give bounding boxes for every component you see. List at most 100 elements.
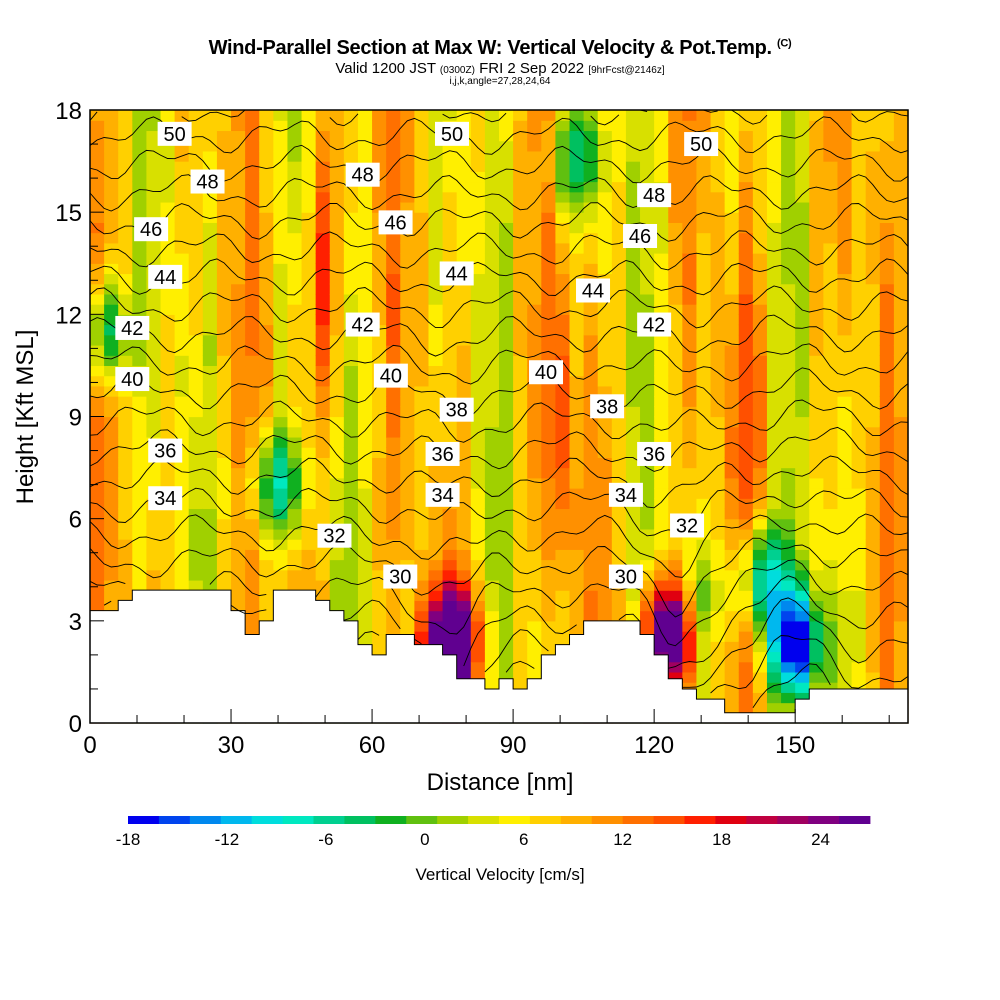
- heatmap-cell: [259, 314, 274, 326]
- heatmap-cell: [795, 488, 810, 499]
- heatmap-cell: [428, 365, 444, 377]
- heatmap-cell: [414, 201, 430, 213]
- heatmap-cell: [470, 375, 486, 387]
- heatmap-cell: [724, 620, 740, 632]
- x-axis-label: Distance [nm]: [427, 769, 574, 796]
- heatmap-cell: [555, 283, 571, 295]
- heatmap-cell: [654, 120, 669, 132]
- heatmap-cell: [640, 140, 655, 152]
- heatmap-cell: [104, 436, 119, 448]
- heatmap-cell: [104, 559, 119, 571]
- heatmap-cell: [865, 549, 881, 561]
- heatmap-cell: [583, 600, 599, 612]
- heatmap-cell: [386, 498, 401, 510]
- heatmap-cell: [216, 426, 232, 438]
- heatmap-cell: [555, 201, 571, 213]
- heatmap-cell: [386, 488, 401, 499]
- heatmap-cell: [583, 590, 599, 601]
- heatmap-cell: [781, 201, 796, 213]
- heatmap-cell: [809, 191, 824, 203]
- heatmap-cell: [781, 549, 796, 561]
- heatmap-cell: [90, 528, 105, 540]
- heatmap-cell: [513, 600, 528, 612]
- heatmap-cell: [484, 365, 500, 377]
- heatmap-cell: [738, 396, 754, 407]
- heatmap-cell: [287, 457, 303, 469]
- heatmap-cell: [865, 671, 881, 683]
- heatmap-cell: [766, 324, 782, 336]
- heatmap-cell: [668, 651, 683, 663]
- heatmap-cell: [738, 416, 754, 428]
- heatmap-cell: [343, 447, 359, 458]
- heatmap-cell: [823, 671, 839, 683]
- heatmap-cell: [160, 334, 176, 346]
- heatmap-cell: [541, 508, 557, 520]
- heatmap-cell: [357, 477, 373, 489]
- heatmap-cell: [386, 539, 401, 550]
- heatmap-cell: [851, 579, 867, 591]
- heatmap-cell: [357, 334, 373, 346]
- heatmap-cell: [555, 396, 571, 407]
- heatmap-cell: [513, 120, 528, 132]
- heatmap-cell: [118, 273, 133, 285]
- heatmap-cell: [386, 620, 401, 632]
- heatmap-cell: [879, 314, 895, 326]
- heatmap-cell: [428, 253, 444, 264]
- heatmap-cell: [654, 406, 669, 418]
- heatmap-cell: [555, 539, 571, 550]
- heatmap-cell: [202, 467, 218, 479]
- pot-temp-label-text: 48: [643, 185, 665, 207]
- heatmap-cell: [583, 304, 599, 315]
- heatmap-cell: [414, 518, 430, 530]
- heatmap-cell: [823, 436, 839, 448]
- heatmap-cell: [527, 559, 542, 571]
- heatmap-cell: [781, 682, 796, 693]
- heatmap-cell: [343, 559, 359, 571]
- heatmap-cell: [583, 140, 599, 152]
- heatmap-cell: [273, 120, 289, 132]
- pot-temp-contour-line: [89, 487, 909, 537]
- heatmap-cell: [654, 579, 669, 591]
- heatmap-cell: [499, 610, 514, 622]
- heatmap-cell: [202, 314, 218, 326]
- heatmap-cell: [372, 539, 387, 550]
- heatmap-cell: [696, 314, 712, 326]
- heatmap-cell: [216, 212, 232, 223]
- heatmap-cell: [865, 120, 881, 132]
- heatmap-cell: [597, 212, 613, 223]
- heatmap-cell: [527, 447, 542, 458]
- heatmap-cell: [795, 447, 810, 458]
- heatmap-cell: [668, 242, 683, 254]
- chart-indices: i,j,k,angle=27,28,24,64: [449, 76, 551, 87]
- heatmap-cell: [851, 365, 867, 377]
- heatmap-cell: [146, 120, 162, 132]
- heatmap-cell: [710, 222, 726, 234]
- heatmap-cell: [654, 508, 669, 520]
- heatmap-cell: [343, 426, 359, 438]
- heatmap-cell: [259, 600, 274, 612]
- heatmap-cell: [484, 110, 500, 121]
- heatmap-cell: [696, 610, 712, 622]
- heatmap-cell: [865, 365, 881, 377]
- heatmap-cell: [414, 334, 430, 346]
- heatmap-cell: [188, 539, 204, 550]
- heatmap-cell: [583, 385, 599, 397]
- heatmap-cell: [682, 222, 698, 234]
- heatmap-cell: [273, 253, 289, 264]
- heatmap-cell: [851, 610, 867, 622]
- heatmap-cell: [738, 293, 754, 305]
- heatmap-cell: [386, 150, 401, 162]
- heatmap-cell: [823, 396, 839, 407]
- heatmap-cell: [287, 426, 303, 438]
- heatmap-cell: [541, 477, 557, 489]
- heatmap-cell: [625, 161, 641, 172]
- heatmap-cell: [781, 620, 796, 632]
- heatmap-cell: [357, 528, 373, 540]
- heatmap-cell: [597, 436, 613, 448]
- heatmap-cell: [696, 661, 712, 673]
- heatmap-cell: [809, 314, 824, 326]
- heatmap-cell: [795, 283, 810, 295]
- heatmap-cell: [738, 232, 754, 244]
- heatmap-cell: [329, 559, 345, 571]
- heatmap-cell: [879, 671, 895, 683]
